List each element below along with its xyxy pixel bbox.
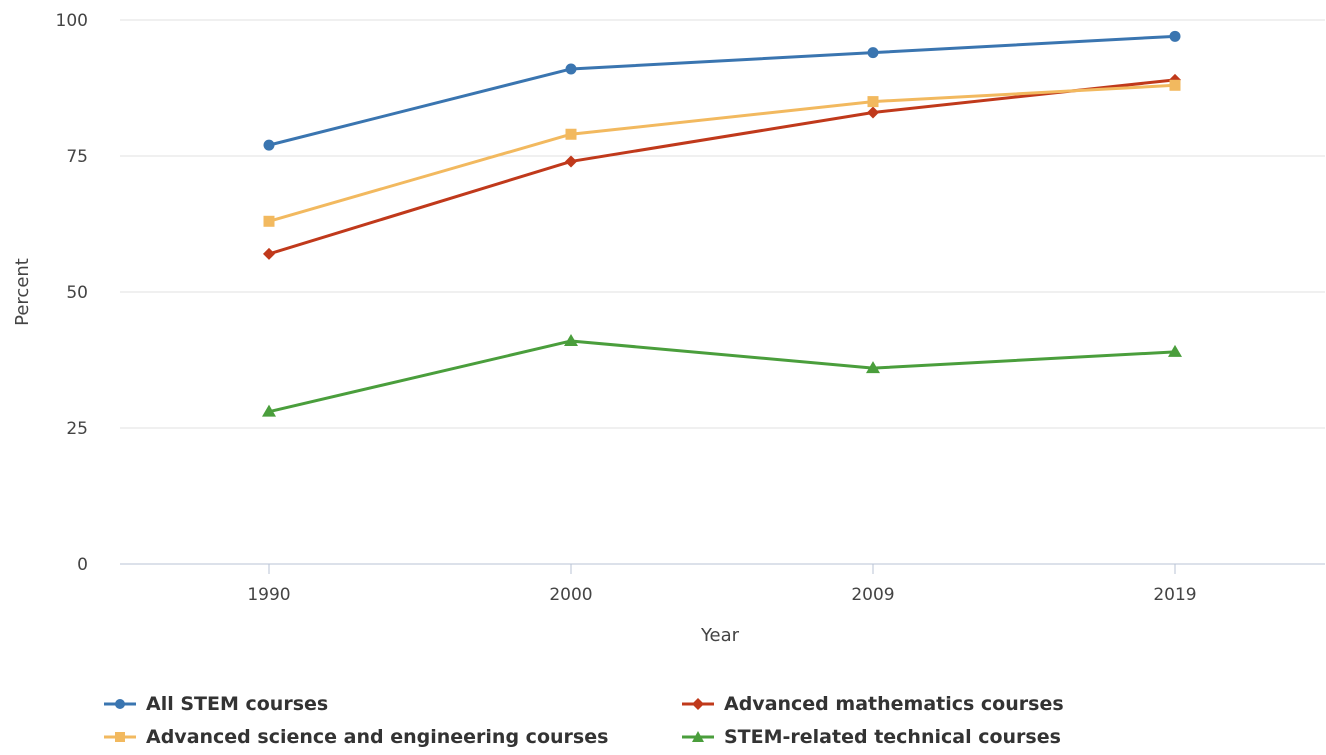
data-point[interactable]: [866, 361, 880, 374]
data-point[interactable]: [1169, 30, 1181, 42]
series-circle: [263, 30, 1181, 151]
legend-label: All STEM courses: [146, 693, 329, 715]
series-line: [268, 78, 1176, 256]
x-tick-label: 2019: [1153, 585, 1196, 605]
data-point[interactable]: [565, 63, 577, 75]
y-axis-ticks: 0 25 50 75 100: [56, 11, 88, 575]
x-tick-label: 2000: [549, 585, 592, 605]
y-axis-title: Percent: [12, 258, 33, 326]
series-diamond: [263, 73, 1181, 260]
data-point[interactable]: [867, 96, 879, 108]
data-point[interactable]: [1169, 79, 1181, 91]
legend-label: Advanced science and engineering courses: [146, 726, 609, 748]
legend-label: STEM-related technical courses: [724, 726, 1061, 748]
x-tick-label: 2009: [851, 585, 894, 605]
legend-item-stem-technical[interactable]: STEM-related technical courses: [682, 721, 1061, 753]
legend-item-all-stem[interactable]: All STEM courses: [104, 688, 328, 720]
data-point[interactable]: [867, 106, 879, 119]
data-point[interactable]: [565, 155, 577, 168]
legend-marker-triangle-icon: [682, 731, 714, 742]
data-point[interactable]: [867, 47, 879, 59]
legend-marker-diamond-icon: [682, 698, 714, 710]
series-line: [268, 83, 1176, 223]
data-point[interactable]: [263, 247, 275, 260]
data-point[interactable]: [263, 139, 275, 151]
data-point[interactable]: [565, 128, 577, 140]
y-tick-label: 100: [56, 11, 88, 31]
legend-marker-square-icon: [104, 732, 136, 742]
series-line: [268, 339, 1176, 414]
y-tick-label: 0: [77, 555, 88, 575]
x-tick-label: 1990: [247, 585, 290, 605]
data-point[interactable]: [564, 333, 578, 346]
data-point[interactable]: [1168, 344, 1182, 357]
y-tick-label: 50: [66, 283, 88, 303]
line-chart: 0 25 50 75 100 1990 2000 2009 2019 Percent Year: [12, 11, 1325, 646]
series-line: [268, 34, 1176, 147]
legend-marker-circle-icon: [104, 699, 136, 709]
gridlines: [120, 19, 1325, 429]
legend-label: Advanced mathematics courses: [724, 693, 1064, 715]
series-layer: [262, 30, 1182, 417]
legend-item-advanced-math[interactable]: Advanced mathematics courses: [682, 688, 1064, 720]
data-point[interactable]: [262, 404, 276, 417]
series-square: [263, 79, 1181, 227]
y-tick-label: 75: [66, 147, 88, 167]
y-tick-label: 25: [66, 419, 88, 439]
series-triangle: [262, 333, 1182, 417]
x-axis-title: Year: [700, 625, 740, 646]
legend-item-advanced-science[interactable]: Advanced science and engineering courses: [104, 721, 608, 753]
x-axis-ticks: 1990 2000 2009 2019: [247, 564, 1197, 605]
data-point[interactable]: [263, 215, 275, 227]
